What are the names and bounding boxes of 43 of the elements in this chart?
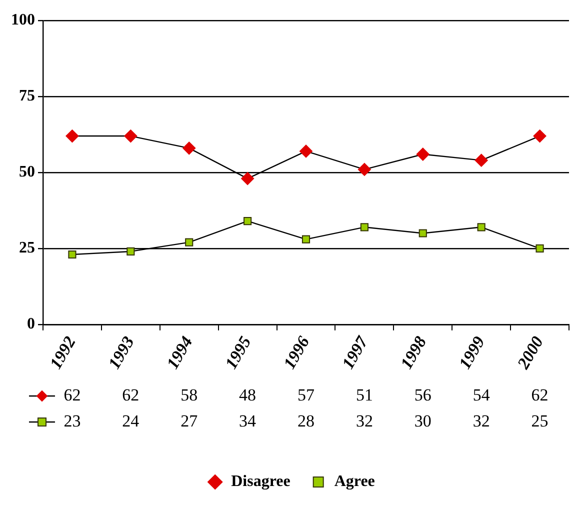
data-label: 32 — [356, 411, 373, 430]
data-label: 25 — [531, 411, 548, 430]
data-label: 57 — [298, 385, 315, 404]
data-label: 27 — [180, 411, 198, 430]
point — [182, 142, 196, 155]
point — [66, 130, 79, 143]
data-label: 62 — [122, 385, 140, 404]
point — [536, 244, 544, 252]
data-label: 51 — [356, 385, 373, 404]
point — [358, 162, 371, 176]
point — [68, 250, 76, 259]
data-label: 54 — [472, 385, 490, 404]
data-label: 23 — [64, 411, 81, 430]
point — [241, 172, 254, 186]
point — [300, 144, 312, 158]
point — [418, 229, 427, 238]
legend-label: Agree — [334, 473, 375, 490]
data-label: 48 — [239, 385, 256, 404]
point — [126, 247, 135, 256]
data-label: 28 — [298, 411, 314, 430]
point — [185, 238, 194, 246]
point — [124, 130, 138, 143]
legend-label: Disagree — [231, 473, 290, 490]
data-label: 34 — [239, 411, 257, 430]
data-label: 62 — [64, 385, 81, 404]
data-label: 32 — [472, 411, 490, 430]
y-tick-label: 50 — [19, 164, 35, 181]
data-label: 30 — [414, 411, 432, 430]
data-label: 56 — [414, 385, 432, 404]
point — [474, 154, 488, 167]
y-tick-label: 75 — [19, 88, 35, 105]
y-tick-label: 25 — [19, 240, 35, 257]
data-label: 62 — [531, 385, 548, 404]
data-label: 58 — [180, 385, 198, 404]
point — [477, 223, 486, 232]
point — [416, 148, 430, 161]
point — [244, 217, 252, 226]
y-tick-label: 100 — [11, 12, 35, 29]
data-label: 24 — [122, 411, 140, 430]
point — [302, 235, 310, 244]
y-tick-label: 0 — [27, 315, 35, 332]
point — [533, 130, 546, 143]
point — [360, 223, 368, 232]
